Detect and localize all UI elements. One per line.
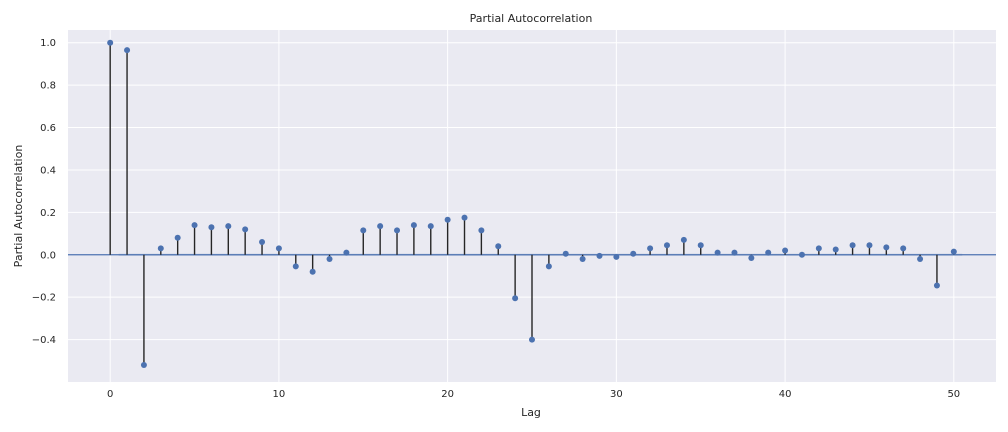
data-point bbox=[900, 245, 907, 252]
x-tick-label: 0 bbox=[107, 389, 113, 400]
data-point bbox=[326, 256, 333, 263]
x-tick-label: 20 bbox=[441, 389, 454, 400]
data-point bbox=[630, 250, 637, 257]
data-point bbox=[107, 39, 114, 46]
x-tick-label: 50 bbox=[947, 389, 960, 400]
data-point bbox=[714, 249, 721, 256]
data-point bbox=[225, 223, 232, 230]
data-point bbox=[394, 227, 401, 234]
data-point bbox=[309, 268, 316, 275]
data-point bbox=[933, 282, 940, 289]
y-tick-label: −0.2 bbox=[32, 293, 56, 304]
data-point bbox=[866, 242, 873, 249]
data-point bbox=[377, 223, 384, 230]
y-axis-label: Partial Autocorrelation bbox=[12, 145, 25, 268]
x-tick-label: 30 bbox=[610, 389, 623, 400]
data-point bbox=[461, 214, 468, 221]
data-point bbox=[275, 245, 282, 252]
data-point bbox=[292, 263, 299, 270]
data-point bbox=[950, 248, 957, 255]
y-tick-label: 0.8 bbox=[40, 81, 56, 92]
data-point bbox=[191, 222, 198, 229]
data-point bbox=[124, 47, 131, 54]
data-point bbox=[174, 234, 181, 241]
y-tick-label: 0.0 bbox=[40, 250, 56, 261]
tick-labels: 0 10 20 30 40 50 −0.4 −0.2 0.0 0.2 0.4 0.6 0.8 1.0 bbox=[32, 38, 960, 400]
x-tick-label: 10 bbox=[273, 389, 286, 400]
data-point bbox=[360, 227, 367, 234]
data-point bbox=[495, 243, 502, 250]
data-point bbox=[765, 249, 772, 256]
data-point bbox=[782, 247, 789, 254]
data-point bbox=[562, 250, 569, 257]
data-point bbox=[478, 227, 485, 234]
data-point bbox=[427, 223, 434, 230]
data-point bbox=[343, 249, 350, 256]
data-point bbox=[259, 239, 266, 246]
data-point bbox=[798, 251, 805, 258]
data-points bbox=[107, 39, 957, 369]
y-tick-label: −0.4 bbox=[32, 335, 56, 346]
y-tick-label: 1.0 bbox=[40, 38, 56, 49]
chart-title: Partial Autocorrelation bbox=[470, 12, 593, 25]
data-point bbox=[697, 242, 704, 249]
y-tick-label: 0.4 bbox=[40, 165, 56, 176]
data-point bbox=[157, 245, 164, 252]
data-point bbox=[832, 246, 839, 253]
data-point bbox=[748, 254, 755, 261]
data-point bbox=[512, 295, 519, 302]
data-point bbox=[140, 362, 147, 369]
data-point bbox=[647, 245, 654, 252]
data-point bbox=[731, 249, 738, 256]
y-tick-label: 0.2 bbox=[40, 208, 56, 219]
data-point bbox=[883, 244, 890, 251]
data-point bbox=[444, 216, 451, 223]
data-point bbox=[917, 256, 924, 263]
x-tick-label: 40 bbox=[779, 389, 792, 400]
data-point bbox=[815, 245, 822, 252]
data-point bbox=[545, 263, 552, 270]
data-point bbox=[613, 253, 620, 260]
x-axis-label: Lag bbox=[521, 406, 541, 419]
data-point bbox=[579, 256, 586, 263]
data-point bbox=[410, 222, 417, 229]
data-point bbox=[529, 336, 535, 343]
data-point bbox=[242, 226, 249, 233]
data-point bbox=[208, 224, 215, 231]
data-point bbox=[849, 242, 856, 249]
data-point bbox=[663, 242, 670, 249]
data-point bbox=[680, 236, 687, 243]
data-point bbox=[596, 252, 603, 259]
y-tick-label: 0.6 bbox=[40, 123, 56, 134]
